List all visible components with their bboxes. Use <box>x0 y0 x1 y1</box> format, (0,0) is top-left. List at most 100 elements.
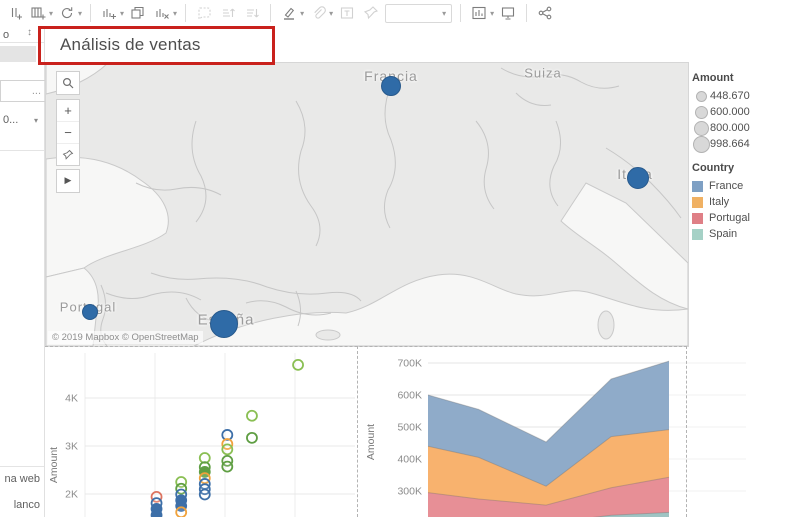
scatter-mark[interactable] <box>246 431 258 444</box>
map-zoom-controls[interactable]: + − <box>56 99 80 166</box>
new-data-source-icon[interactable] <box>3 3 25 23</box>
map-expand-button[interactable]: ▶ <box>56 169 80 193</box>
chevron-down-icon: ▾ <box>329 8 334 18</box>
legend-color-title: Country <box>692 162 735 174</box>
chevron-down-icon: ▾ <box>442 8 447 18</box>
fit-dropdown[interactable]: ▾ <box>385 3 453 23</box>
scatter-mark[interactable] <box>175 506 188 517</box>
map-mark-españa[interactable] <box>210 310 238 338</box>
legend-panel: Amount 448.670 600.000 800.000 998.664 Coun… <box>692 72 798 242</box>
duplicate-sheet-icon[interactable] <box>127 3 149 23</box>
map-zoom-in-icon[interactable]: + <box>64 103 72 118</box>
pane-collapse-icon[interactable]: ↕ <box>27 27 32 38</box>
pin-icon <box>360 3 382 23</box>
svg-text:Amount: Amount <box>48 447 60 483</box>
stacked-area-chart[interactable]: 700K 600K 500K 400K 300K Amount <box>358 347 788 517</box>
svg-text:600K: 600K <box>397 390 422 402</box>
chevron-down-icon: ▾ <box>78 8 83 18</box>
sort-ascending-icon <box>217 3 239 23</box>
legend-size-item[interactable]: 800.000 <box>692 120 798 136</box>
map-label-suiza: Suiza <box>524 65 562 81</box>
group-members-icon <box>193 3 215 23</box>
scatter-mark[interactable] <box>150 509 163 517</box>
zone-dashed-border-left <box>357 346 358 517</box>
share-icon[interactable] <box>534 3 556 23</box>
legend-color-item-spain[interactable]: Spain <box>692 226 798 242</box>
dashboard-pane: o ↕ ... 0... ▾ na web lanco <box>0 26 46 517</box>
show-me-icon[interactable] <box>468 3 490 23</box>
highlight-icon[interactable] <box>278 3 300 23</box>
object-item-blank[interactable]: lanco <box>13 499 40 511</box>
legend-color-item-france[interactable]: France <box>692 178 798 194</box>
map-worksheet[interactable]: FranciaSuizaItaliaPortugalEspaña +− ▶ © … <box>45 62 689 347</box>
chevron-down-icon: ▾ <box>120 8 125 18</box>
search-icon <box>57 72 79 93</box>
svg-text:3K: 3K <box>65 441 78 453</box>
size-dropdown-fragment[interactable]: 0... ▾ <box>3 114 39 126</box>
scatter-mark[interactable] <box>221 460 234 473</box>
pane-divider <box>0 150 44 151</box>
new-dashboard-icon[interactable] <box>27 3 49 23</box>
sort-descending-icon <box>241 3 263 23</box>
toolbar-separator <box>90 4 92 22</box>
map-pin-icon[interactable] <box>57 143 79 165</box>
area-band-spain[interactable] <box>428 512 669 517</box>
map-zoom-out-icon[interactable]: − <box>57 121 79 143</box>
color-swatch <box>692 196 703 208</box>
color-swatch <box>692 228 703 240</box>
svg-text:300K: 300K <box>397 486 422 498</box>
clear-sheet-icon[interactable] <box>151 3 173 23</box>
legend-size-title: Amount <box>692 72 734 84</box>
zone-dashed-border-right <box>686 346 687 517</box>
presentation-mode-icon[interactable] <box>497 3 519 23</box>
legend-color-item-italy[interactable]: Italy <box>692 194 798 210</box>
size-circle-icon <box>692 135 710 153</box>
legend-size-items: 448.670 600.000 800.000 998.664 <box>692 88 798 153</box>
map-search-button[interactable] <box>56 71 80 95</box>
scatter-mark[interactable] <box>221 443 234 456</box>
chevron-down-icon: ▾ <box>49 8 54 18</box>
device-preview-fragment[interactable] <box>0 46 36 62</box>
svg-text:4K: 4K <box>65 393 78 405</box>
toolbar-separator <box>185 4 187 22</box>
paperclip-icon <box>307 3 329 23</box>
dashboard-title[interactable]: Análisis de ventas <box>45 27 285 62</box>
scatter-mark[interactable] <box>246 409 258 422</box>
new-worksheet-icon[interactable] <box>98 3 120 23</box>
map-mark-francia[interactable] <box>381 76 401 96</box>
scatter-chart[interactable]: 2K 3K 4K Amount <box>45 347 357 517</box>
text-object-icon <box>336 3 358 23</box>
chevron-down-icon: ▾ <box>34 116 39 125</box>
legend-color-item-portugal[interactable]: Portugal <box>692 210 798 226</box>
svg-text:700K: 700K <box>397 358 422 370</box>
color-swatch <box>692 212 703 224</box>
zone-dashed-border-top <box>45 346 687 347</box>
toolbar: ▾ ▾ ▾ ▾ ▾ ▾ ▾ ▾ <box>0 0 800 26</box>
svg-text:Amount: Amount <box>365 424 377 460</box>
size-menu-fragment[interactable]: ... <box>0 80 46 102</box>
chevron-down-icon: ▾ <box>490 8 495 18</box>
svg-text:500K: 500K <box>397 422 422 434</box>
map-mark-portugal[interactable] <box>82 304 98 320</box>
pane-tab-fragment: o <box>3 29 10 41</box>
page-title: Análisis de ventas <box>60 34 201 54</box>
size-circle-icon <box>694 105 708 119</box>
svg-text:400K: 400K <box>397 454 422 466</box>
chevron-down-icon: ▾ <box>173 8 178 18</box>
object-item-webpage[interactable]: na web <box>4 473 40 485</box>
size-circle-icon <box>693 120 709 136</box>
legend-size-item[interactable]: 998.664 <box>692 135 798 153</box>
map-attribution[interactable]: © 2019 Mapbox © OpenStreetMap <box>48 331 203 344</box>
expand-arrow-icon: ▶ <box>64 175 72 185</box>
legend-color-items: France Italy Portugal Spain <box>692 178 798 242</box>
legend-size-item[interactable]: 448.670 <box>692 88 798 104</box>
scatter-mark[interactable] <box>198 488 211 501</box>
toolbar-separator <box>526 4 528 22</box>
area-band-portugal[interactable] <box>428 477 669 517</box>
legend-size-item[interactable]: 600.000 <box>692 104 798 120</box>
map-mark-italia[interactable] <box>627 167 649 189</box>
refresh-icon[interactable] <box>56 3 78 23</box>
color-swatch <box>692 180 703 192</box>
scatter-mark[interactable] <box>292 358 304 371</box>
toolbar-separator <box>270 4 272 22</box>
